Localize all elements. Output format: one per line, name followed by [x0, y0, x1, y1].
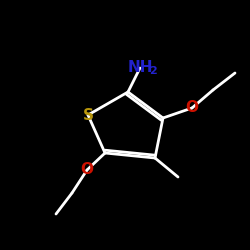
Text: NH: NH: [127, 60, 153, 76]
Text: 2: 2: [149, 66, 157, 76]
Text: O: O: [186, 100, 198, 116]
Text: O: O: [80, 162, 94, 178]
Text: S: S: [82, 108, 94, 122]
